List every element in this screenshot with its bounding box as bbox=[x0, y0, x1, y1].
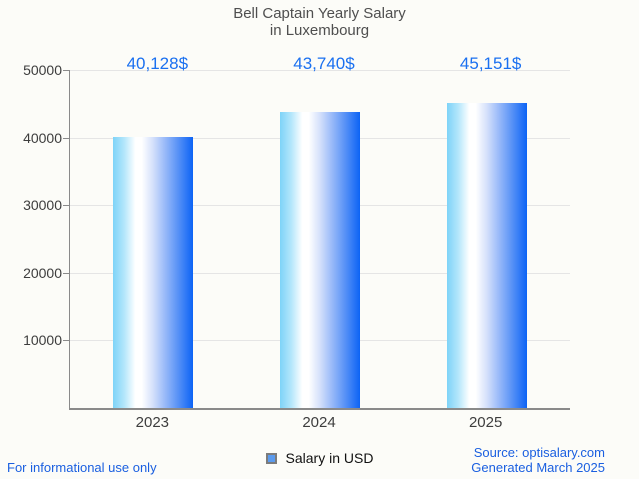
source-link[interactable]: Source: optisalary.com bbox=[473, 445, 605, 460]
x-axis-label-2023: 2023 bbox=[135, 414, 170, 431]
plot-area bbox=[69, 70, 570, 410]
x-axis-label-2025: 2025 bbox=[468, 414, 503, 431]
value-label-2024: 43,740$ bbox=[293, 54, 355, 73]
y-axis-tick-20000 bbox=[63, 272, 69, 274]
footer-source-block: Source: optisalary.com Generated March 2… bbox=[471, 445, 605, 475]
disclaimer-text: For informational use only bbox=[7, 460, 157, 475]
y-axis-label-30000: 30000 bbox=[23, 197, 62, 214]
value-label-2023: 40,128$ bbox=[126, 54, 189, 73]
gridline-50000 bbox=[70, 70, 570, 71]
bar-2024 bbox=[280, 112, 360, 408]
y-axis-label-50000: 50000 bbox=[23, 62, 62, 78]
legend-marker-icon bbox=[265, 452, 277, 464]
value-label-2025: 45,151$ bbox=[459, 54, 522, 73]
chart-title: Bell Captain Yearly Salary in Luxembourg bbox=[0, 5, 639, 39]
y-axis-tick-50000 bbox=[63, 70, 69, 71]
x-axis-label-2024: 2024 bbox=[302, 414, 336, 431]
y-axis-tick-10000 bbox=[63, 340, 69, 342]
y-axis-label-10000: 10000 bbox=[23, 332, 62, 349]
bar-2025 bbox=[446, 103, 527, 408]
legend-item-salary[interactable]: Salary in USD bbox=[0, 450, 639, 466]
y-axis-tick-30000 bbox=[63, 205, 69, 207]
generated-date: Generated March 2025 bbox=[471, 460, 605, 475]
chart-title-line2: in Luxembourg bbox=[269, 22, 370, 39]
y-axis-label-20000: 20000 bbox=[23, 264, 62, 281]
y-axis-tick-40000 bbox=[63, 137, 69, 139]
bar-2023 bbox=[113, 137, 194, 408]
legend-label: Salary in USD bbox=[285, 450, 374, 466]
y-axis-label-40000: 40000 bbox=[23, 129, 62, 146]
chart-title-line1: Bell Captain Yearly Salary bbox=[233, 5, 406, 22]
